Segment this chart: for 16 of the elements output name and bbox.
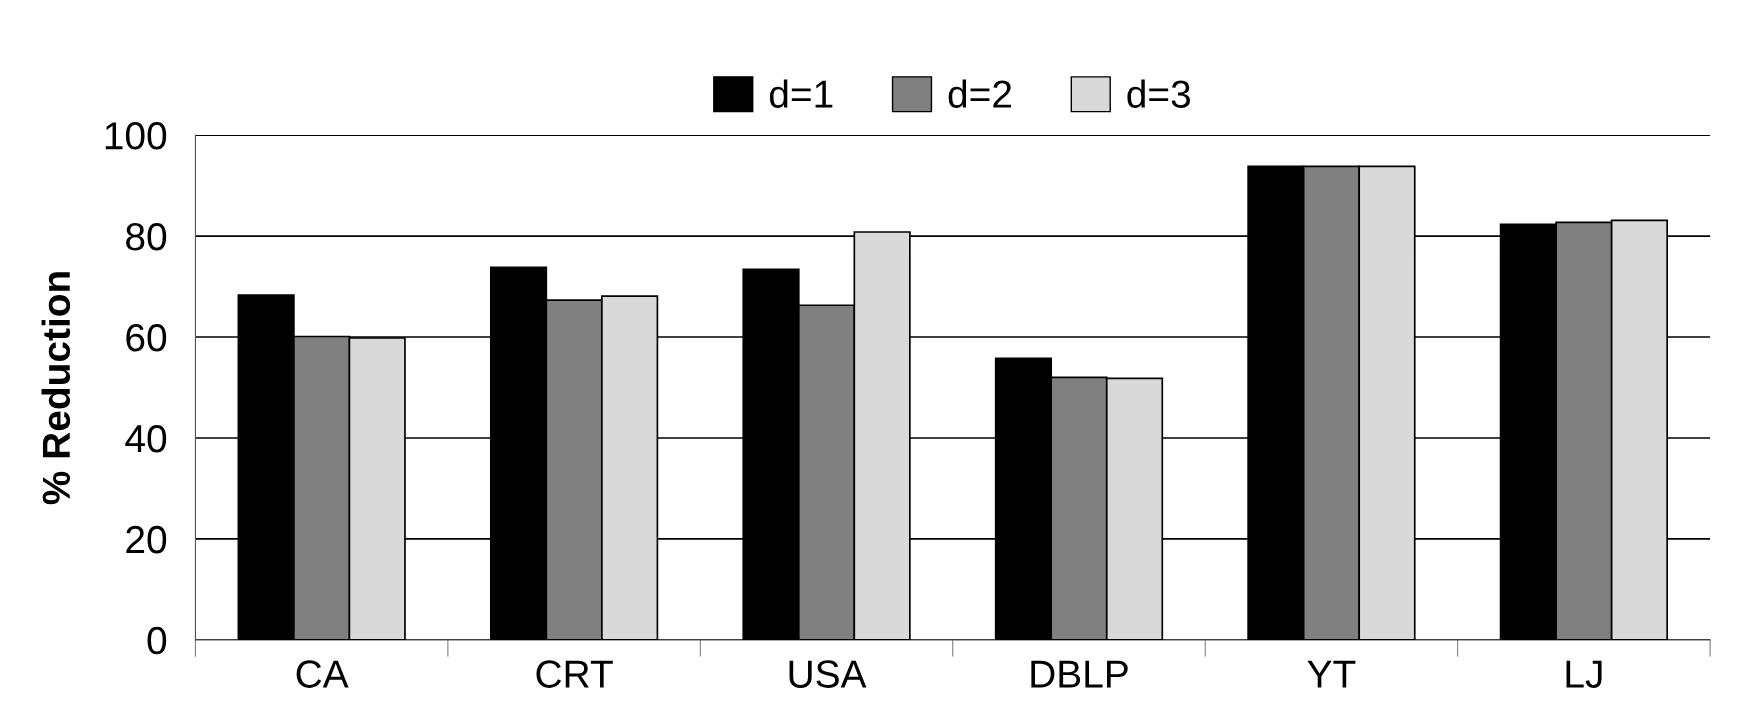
x-tick-label: USA — [789, 660, 867, 688]
y-tick-label: 40 — [125, 424, 167, 453]
y-axis-title: % Reduction — [41, 272, 71, 505]
x-tick-label: YT — [1307, 660, 1356, 688]
y-tick-label: 20 — [126, 525, 167, 554]
x-tick-label: CRT — [536, 660, 613, 688]
x-tick-label: DBLP — [1031, 660, 1128, 688]
x-tick-label: LJ — [1566, 660, 1602, 688]
x-tick-label: CA — [296, 660, 349, 688]
y-tick-label: 80 — [126, 222, 167, 251]
y-tick-label: 0 — [147, 626, 167, 655]
legend-label: d=2 — [948, 79, 1012, 108]
y-tick-label: 60 — [126, 323, 167, 352]
legend-label: d=3 — [1127, 79, 1191, 108]
legend-label: d=1 — [769, 79, 833, 108]
y-tick-label: 100 — [105, 122, 167, 150]
